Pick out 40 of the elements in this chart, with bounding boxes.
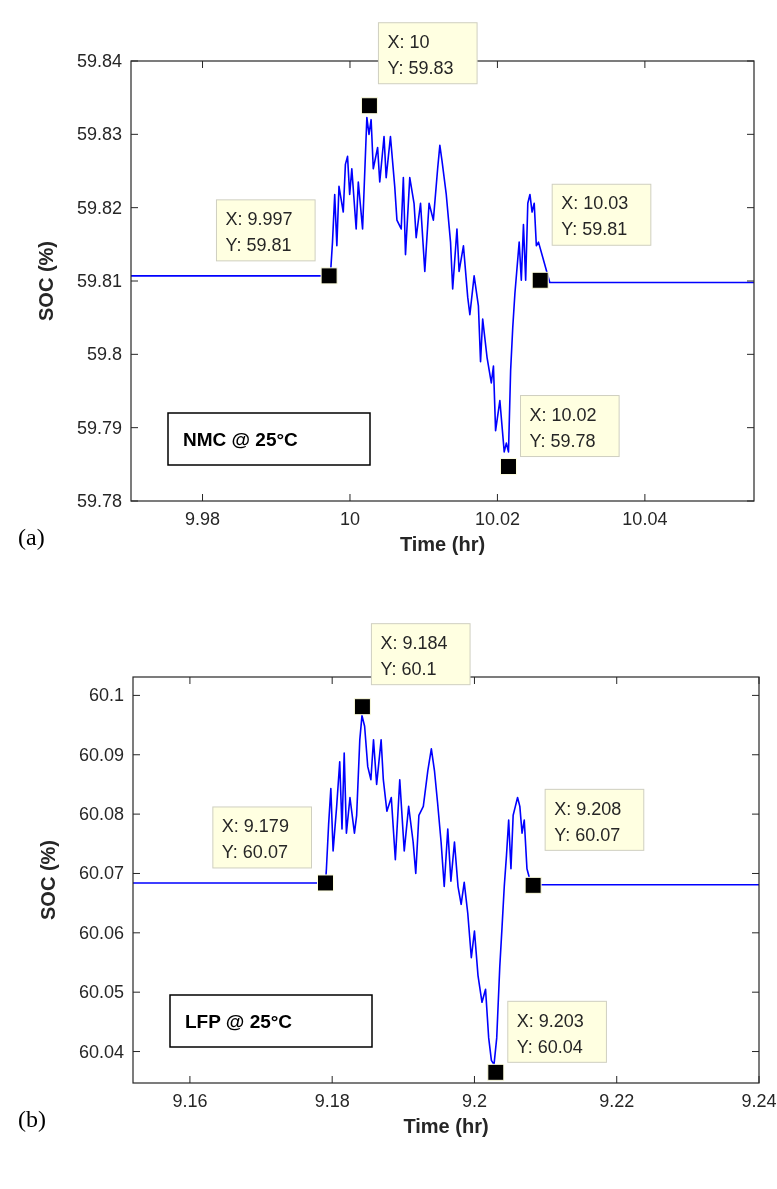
line-series bbox=[130, 116, 755, 453]
annotation: X: 9.184 Y: 60.1 bbox=[380, 632, 448, 679]
x-tick-label: 10.04 bbox=[622, 509, 668, 529]
annotation: X: 9.997 Y: 59.81 bbox=[225, 209, 293, 256]
y-tick-label: 60.1 bbox=[88, 685, 124, 706]
y-tick-label: 59.83 bbox=[76, 124, 122, 145]
y-tick-label: 59.8 bbox=[86, 344, 122, 365]
x-tick-label: 10.02 bbox=[474, 509, 520, 529]
y-tick-label: 59.78 bbox=[76, 491, 122, 511]
text: (a) bbox=[18, 524, 45, 550]
y-tick-label: 60.09 bbox=[78, 744, 124, 765]
x-tick-label: 9.16 bbox=[172, 1091, 208, 1111]
x-tick-label: 9.18 bbox=[314, 1091, 350, 1111]
y-tick-label: 59.79 bbox=[76, 417, 122, 438]
annotation: X: 10 Y: 59.83 bbox=[387, 31, 454, 78]
annotation: LFP @ 25°C bbox=[185, 1011, 293, 1032]
x-axis-title: Time (hr) bbox=[403, 1115, 489, 1137]
y-axis-title: SOC (%) bbox=[37, 840, 59, 920]
y-tick-label: 60.05 bbox=[78, 982, 124, 1003]
annotation: X: 9.203 Y: 60.04 bbox=[516, 1010, 584, 1057]
x-tick-label: 10 bbox=[339, 509, 360, 529]
x-tick-label: 9.98 bbox=[184, 509, 221, 529]
y-tick-label: 59.82 bbox=[76, 197, 122, 218]
y-tick-label: 59.84 bbox=[76, 51, 122, 71]
x-axis-title: Time (hr) bbox=[399, 533, 486, 555]
y-tick-label: 60.06 bbox=[78, 922, 124, 943]
y-tick-label: 60.08 bbox=[78, 804, 124, 825]
annotation: NMC @ 25°C bbox=[183, 429, 299, 450]
annotation: X: 10.02 Y: 59.78 bbox=[529, 404, 597, 451]
x-tick-label: 9.24 bbox=[741, 1091, 777, 1111]
y-tick-label: 59.81 bbox=[76, 271, 122, 291]
y-axis-title: SOC (%) bbox=[35, 241, 57, 321]
x-tick-label: 9.22 bbox=[599, 1091, 635, 1111]
x-tick-label: 9.2 bbox=[461, 1091, 487, 1111]
annotation: X: 9.179 Y: 60.07 bbox=[221, 816, 289, 863]
y-tick-label: 60.04 bbox=[78, 1041, 124, 1062]
text: (b) bbox=[18, 1106, 46, 1132]
annotation: X: 10.03 Y: 59.81 bbox=[561, 193, 629, 240]
annotation: X: 9.208 Y: 60.07 bbox=[554, 798, 622, 845]
y-tick-label: 60.07 bbox=[78, 863, 124, 884]
